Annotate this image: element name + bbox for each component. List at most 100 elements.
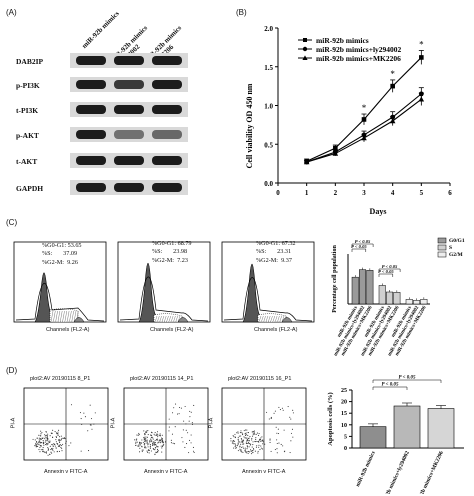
s-phase-hatch — [173, 315, 176, 323]
flow-dot — [143, 430, 145, 432]
flow-dot — [251, 437, 253, 440]
flow-dot-apoptotic — [287, 405, 289, 408]
apoptosis-significance-bracket — [372, 379, 442, 383]
flow-dot — [47, 433, 49, 435]
flow-dot — [157, 434, 159, 436]
stat-s-1: %S: 37.09 — [42, 250, 78, 258]
flow-dot — [161, 437, 163, 439]
flow-dot-apoptotic — [83, 412, 85, 414]
histogram-envelope — [119, 276, 209, 322]
flow-dot-apoptotic — [181, 437, 183, 439]
apoptosis-y-tick-label: 10 — [341, 423, 347, 429]
flow-dot-apoptotic — [190, 442, 192, 444]
histogram-1 — [13, 241, 107, 323]
stat-s-3: %S: 23.31 — [256, 248, 292, 256]
flow-dot — [237, 438, 239, 440]
flow-dot — [237, 432, 239, 434]
flow-dot — [52, 429, 54, 431]
flow-dot — [245, 432, 247, 434]
stats-block-1: %G0-G1: 53.65 %S: 37.09 %G2-M: 9.26 — [42, 242, 82, 267]
s-phase-hatch — [57, 310, 61, 323]
flow-dot — [249, 444, 251, 446]
flow-dot — [36, 437, 38, 439]
flow-dot — [143, 436, 145, 438]
flow-dot — [149, 443, 151, 446]
s-phase-hatch — [60, 310, 63, 323]
flow-dot — [242, 443, 244, 445]
flow-dot — [260, 437, 262, 439]
viability-y-tick-label: 0.0 — [264, 180, 273, 188]
flow-dot — [236, 445, 239, 447]
flow-dot — [156, 438, 158, 440]
viability-x-tick-label: 4 — [391, 189, 395, 197]
flow-dot-apoptotic — [173, 443, 176, 445]
cellcycle-bar — [359, 269, 367, 305]
s-phase-hatch — [157, 315, 160, 323]
flow-dot — [148, 449, 150, 451]
flow-dot — [232, 439, 234, 442]
flow-dot-apoptotic — [168, 430, 170, 432]
flow-dot-apoptotic — [184, 405, 186, 408]
viability-x-tick-label: 5 — [420, 189, 424, 197]
flow-dot-apoptotic — [186, 443, 188, 445]
flow-dot — [60, 438, 63, 440]
stat-g0g1-3: %G0-G1: 67.32 — [256, 240, 296, 247]
flow-dot-apoptotic — [188, 452, 190, 454]
flow-dot-apoptotic — [266, 411, 268, 413]
flow-dot — [261, 436, 263, 438]
flow-dot — [38, 444, 40, 446]
histogram-axis-label-2: Channels (FL2-A) — [150, 327, 194, 333]
flow-dot — [260, 447, 262, 449]
flow-dot — [244, 437, 246, 439]
flow-dot — [250, 450, 252, 452]
flow-dot-apoptotic — [278, 432, 280, 435]
stat-g2m-2: %G2-M: 7.23 — [152, 256, 188, 264]
flow-dot — [154, 453, 156, 455]
viability-y-tick-label: 2.0 — [264, 25, 273, 33]
flow-dot — [47, 443, 49, 445]
flow-dot — [44, 438, 46, 440]
flow-dot — [148, 440, 151, 442]
flow-ylabel-3: PI-A — [208, 417, 215, 429]
flow-dot — [65, 442, 67, 444]
flow-dot — [46, 436, 48, 438]
viability-significance-asterisk: * — [390, 69, 395, 79]
flow-dot — [60, 446, 62, 449]
s-phase-hatch — [265, 315, 269, 323]
flow-dot — [244, 447, 246, 449]
flow-dot — [144, 440, 146, 442]
flow-dot — [148, 443, 150, 445]
flow-dot — [254, 433, 256, 435]
flow-dot — [139, 444, 141, 446]
flow-dot — [48, 441, 51, 443]
flow-dot-apoptotic — [284, 450, 286, 452]
flow-dot — [40, 430, 42, 432]
flow-dot — [251, 435, 254, 437]
s-phase-hatch — [261, 315, 264, 323]
flow-dot — [149, 440, 151, 442]
flow-dot — [146, 442, 148, 444]
flow-dot — [40, 449, 42, 451]
blot-row-label-t-akt: t-AKT — [16, 157, 38, 166]
flow-dot — [59, 444, 62, 446]
viability-chart: 0.00.51.01.52.00 1 2 3 4 5 6***miR-92b mimicsm… — [245, 25, 452, 216]
flow-dot — [40, 433, 42, 435]
flow-dot-apoptotic — [276, 432, 278, 434]
cellcycle-legend-swatch — [437, 251, 447, 258]
flow-dot — [61, 448, 63, 450]
flow-dot — [63, 437, 65, 439]
viability-point-triangle — [418, 96, 425, 102]
g1-peak — [242, 263, 261, 323]
flow-dot — [49, 435, 51, 437]
apoptosis-y-tick-label: 0 — [344, 446, 347, 452]
flow-dot — [50, 451, 52, 453]
flow-dot — [246, 442, 248, 445]
flow-dot — [253, 432, 255, 434]
flow-dot — [139, 451, 141, 453]
flow-dot — [56, 433, 58, 435]
flow-dot — [47, 448, 49, 450]
stat-s-2: %S: 23.98 — [152, 248, 188, 256]
flow-dot — [159, 442, 162, 444]
cellcycle-legend-swatch — [437, 237, 447, 244]
flow-dot — [149, 445, 151, 447]
